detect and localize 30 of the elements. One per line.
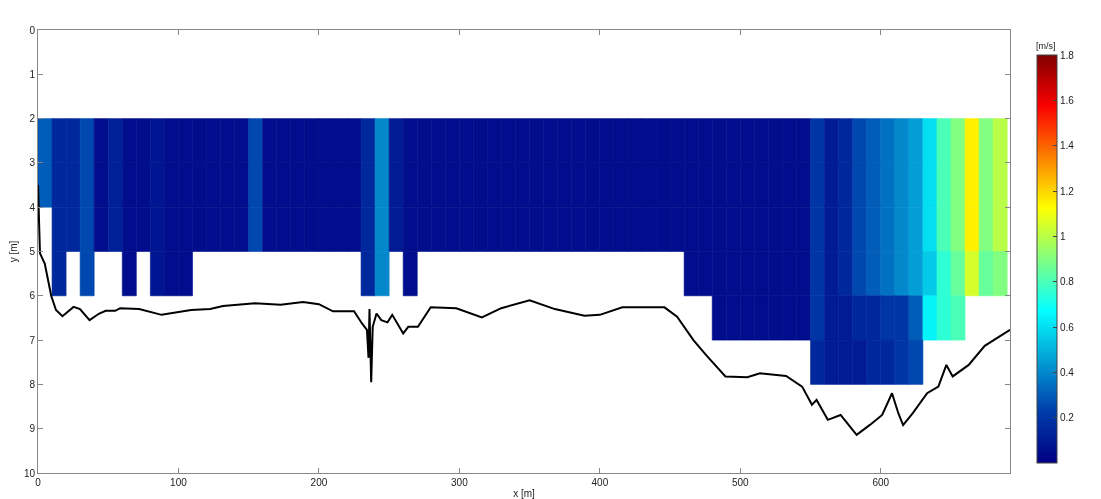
color-bar-label: 1 [1060,230,1066,242]
color-bar-label: 0.2 [1060,412,1075,424]
y-tick-label: 8 [29,378,36,390]
color-bar-label: 0.8 [1060,276,1075,288]
y-axis-title: y [m] [7,240,19,263]
y-tick-label: 10 [23,467,36,479]
y-tick-label: 2 [29,113,36,125]
color-bar-label: 1.2 [1060,185,1075,197]
color-bar-label: 1.6 [1060,94,1075,106]
x-tick-label: 600 [872,477,890,488]
x-axis-title: x [m] [513,487,536,499]
x-tick-label: 400 [591,477,609,488]
y-tick-label: 7 [29,334,36,346]
color-bar-title: [m/s] [1036,41,1056,52]
x-tick-label: 100 [170,477,188,488]
color-bar-label: 1.8 [1060,49,1075,61]
y-tick-label: 3 [29,157,36,169]
y-tick-label: 1 [29,68,36,80]
color-bar-label: 0.6 [1060,321,1075,333]
color-bar-label: 0.4 [1060,366,1075,378]
x-tick-label: 500 [731,477,750,488]
x-tick-label: 200 [310,477,328,488]
y-tick-label: 6 [29,290,36,302]
y-tick-label: 0 [29,24,36,36]
line-series [38,184,1010,436]
color-bar-label: 1.4 [1060,140,1075,152]
y-tick-label: 5 [29,246,36,257]
y-tick-label: 4 [29,201,36,213]
x-tick-label: 300 [451,477,469,488]
y-tick-label: 9 [29,423,36,435]
